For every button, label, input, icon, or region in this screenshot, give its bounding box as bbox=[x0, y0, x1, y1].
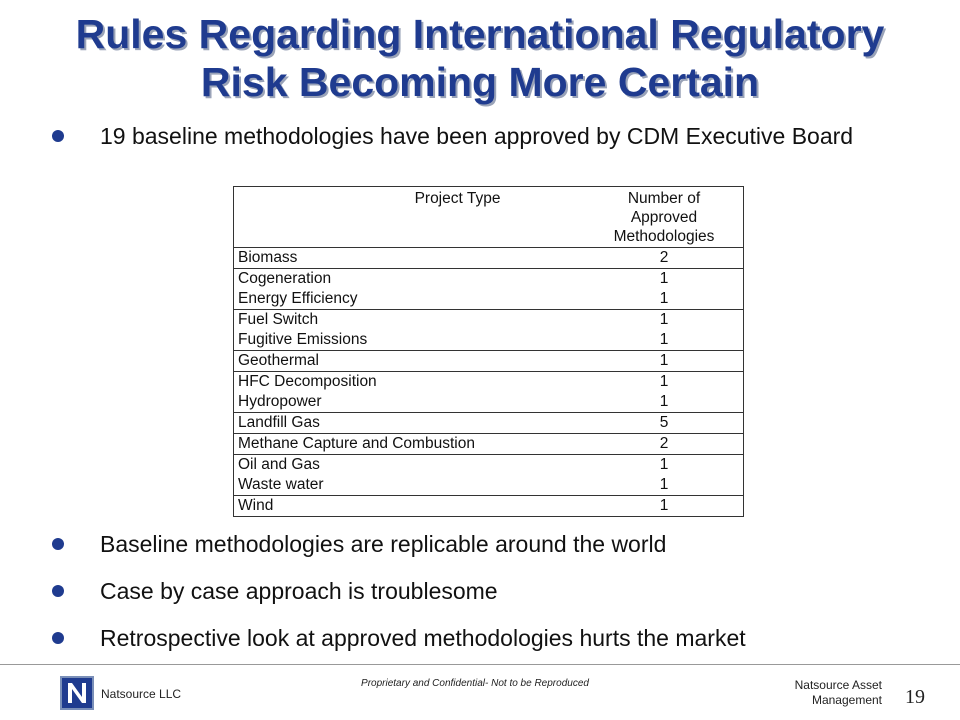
header-number-line-2: Approved bbox=[630, 209, 698, 226]
count-cell: 5 bbox=[585, 412, 744, 434]
header-number-line-3: Methodologies bbox=[613, 228, 715, 245]
project-type-cell: Hydropower bbox=[238, 393, 322, 410]
bullet-dot-icon bbox=[52, 538, 64, 550]
project-type-cell: Fugitive Emissions bbox=[238, 331, 368, 348]
project-type-cell: Cogeneration bbox=[233, 268, 585, 289]
footer-confidential: Proprietary and Confidential- Not to be … bbox=[361, 678, 589, 689]
count-cell: 1 bbox=[585, 350, 744, 372]
project-type-cell: Geothermal bbox=[233, 350, 585, 372]
count-cell: 1 bbox=[659, 290, 669, 307]
footer-divider bbox=[0, 664, 960, 665]
bullet-item: Case by case approach is troublesome bbox=[48, 573, 928, 609]
project-type-cell: Waste water bbox=[238, 476, 324, 493]
project-type-cell: Methane Capture and Combustion bbox=[233, 433, 585, 455]
count-cell: 1 bbox=[659, 393, 669, 410]
count-cell: 1 bbox=[585, 371, 744, 392]
project-type-cell: HFC Decomposition bbox=[233, 371, 585, 392]
bullet-text: Retrospective look at approved methodolo… bbox=[100, 625, 746, 651]
count-cell: 2 bbox=[659, 249, 669, 266]
project-type-cell: Energy Efficiency bbox=[238, 290, 358, 307]
slide-title-line-1: Rules Regarding International Regulatory bbox=[75, 11, 885, 57]
header-number-approved: Number of Approved Methodologies bbox=[585, 186, 744, 248]
header-project-type: Project Type bbox=[233, 186, 585, 248]
table-row: Landfill Gas 5 bbox=[233, 412, 744, 434]
table-row: Cogeneration 1 bbox=[233, 268, 744, 289]
header-number-line-1: Number of bbox=[627, 190, 701, 207]
table-row: Methane Capture and Combustion 2 bbox=[233, 433, 744, 455]
table-row: HFC Decomposition 1 bbox=[233, 371, 744, 392]
count-cell: 1 bbox=[585, 268, 744, 289]
table-row: Fugitive Emissions 1 bbox=[234, 330, 744, 351]
footer-right-line-1: Natsource Asset bbox=[794, 678, 882, 692]
footer-company-right: Natsource Asset Management bbox=[770, 678, 882, 708]
natsource-logo-icon bbox=[60, 676, 94, 710]
table-row: Wind 1 bbox=[233, 495, 744, 517]
count-cell: 1 bbox=[585, 309, 744, 330]
project-type-cell: Landfill Gas bbox=[233, 412, 585, 434]
bullet-item: Retrospective look at approved methodolo… bbox=[48, 620, 928, 656]
project-type-cell: Fuel Switch bbox=[233, 309, 585, 330]
methodologies-table: Project Type Number of Approved Methodol… bbox=[233, 186, 744, 517]
footer-company: Natsource LLC bbox=[101, 687, 182, 701]
slide-title-line-2: Risk Becoming More Certain bbox=[200, 59, 760, 105]
bullet-text: Case by case approach is troublesome bbox=[100, 578, 498, 604]
table-row: Waste water 1 bbox=[234, 475, 744, 496]
bullet-dot-icon bbox=[52, 632, 64, 644]
count-cell: 1 bbox=[585, 495, 744, 517]
count-cell: 1 bbox=[659, 331, 669, 348]
page-number: 19 bbox=[905, 686, 925, 708]
bullet-text: 19 baseline methodologies have been appr… bbox=[100, 123, 854, 149]
table-row: Biomass 2 bbox=[234, 248, 744, 269]
project-type-cell: Biomass bbox=[238, 249, 298, 266]
table-row: Hydropower 1 bbox=[234, 392, 744, 413]
bullet-item: 19 baseline methodologies have been appr… bbox=[48, 118, 928, 154]
count-cell: 1 bbox=[659, 476, 669, 493]
table-row: Oil and Gas 1 bbox=[233, 454, 744, 475]
footer-right-line-2: Management bbox=[811, 693, 882, 707]
table-row: Geothermal 1 bbox=[233, 350, 744, 372]
slide-title: Rules Regarding International Regulatory… bbox=[0, 10, 960, 106]
table-header-row: Project Type Number of Approved Methodol… bbox=[233, 186, 744, 248]
project-type-cell: Oil and Gas bbox=[233, 454, 585, 475]
bullet-dot-icon bbox=[52, 130, 64, 142]
bullet-dot-icon bbox=[52, 585, 64, 597]
table-row: Energy Efficiency 1 bbox=[234, 289, 744, 310]
project-type-cell: Wind bbox=[233, 495, 585, 517]
count-cell: 1 bbox=[585, 454, 744, 475]
count-cell: 2 bbox=[585, 433, 744, 455]
table-row: Fuel Switch 1 bbox=[233, 309, 744, 330]
bullet-item: Baseline methodologies are replicable ar… bbox=[48, 526, 928, 562]
bullet-text: Baseline methodologies are replicable ar… bbox=[100, 531, 667, 557]
